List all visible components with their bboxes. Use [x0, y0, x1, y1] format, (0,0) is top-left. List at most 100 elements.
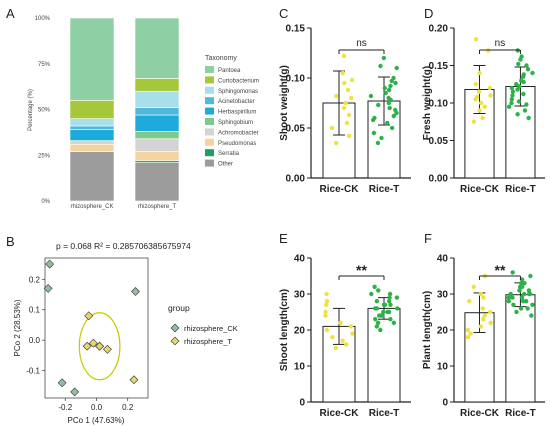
stack-segment-achromobacter-rhizosphere-ck — [69, 140, 115, 145]
shoot-weight-g-point-rice-ck — [349, 77, 355, 83]
plant-length-cm-point-rice-ck — [465, 335, 471, 340]
shoot-length-cm-point-rice-t — [391, 320, 397, 325]
pcoa-annotation: p = 0.068 R² = 0.285706385675974 — [56, 241, 191, 251]
fresh-weight-g-point-rice-t — [515, 87, 520, 92]
plant-length-cm-point-rice-t — [519, 295, 525, 300]
fresh-weight-g-y-tick-label: 0.15 — [429, 61, 449, 72]
plant-length-cm-point-rice-t — [522, 291, 527, 297]
shoot-length-cm-point-rice-t — [380, 313, 385, 318]
shoot-weight-g-y-axis-label: Shoot weight(g) — [279, 65, 290, 141]
plant-length-cm-point-rice-t — [508, 291, 513, 297]
panel-letter-d: D — [424, 6, 433, 21]
fresh-weight-g-point-rice-t — [521, 79, 526, 85]
legend-swatch-sphingomonas — [205, 86, 214, 94]
pcoa-x-tick-label: -0.2 — [58, 403, 72, 412]
shoot-weight-g-x-tick-label: Rice-T — [369, 184, 400, 195]
pcoa-plot-frame — [44, 257, 149, 399]
pcoa-y-tick-label: 0.2 — [29, 275, 41, 284]
fresh-weight-g-x-tick-label: Rice-T — [505, 184, 536, 195]
plant-length-cm-point-rice-ck — [471, 284, 476, 289]
plant-length-cm-point-rice-t — [511, 302, 516, 307]
shoot-length-cm-x-tick-label: Rice-CK — [320, 408, 360, 419]
shoot-weight-g-point-rice-t — [370, 117, 376, 123]
shoot-weight-g-point-rice-ck — [342, 80, 347, 86]
shoot-weight-g-point-rice-t — [394, 65, 399, 71]
fresh-weight-g-point-rice-ck — [480, 115, 485, 121]
plant-length-cm-point-rice-ck — [467, 299, 472, 304]
stack-y-tick-label: 0% — [41, 199, 50, 205]
legend-label-curtobacterium: Curtobacterium — [218, 78, 259, 84]
shoot-length-cm-point-rice-ck — [330, 335, 335, 340]
shoot-weight-g-point-rice-t — [394, 110, 399, 116]
pcoa-point-rhizosphere-t — [95, 341, 105, 351]
shoot-weight-g-point-rice-t — [383, 90, 388, 96]
shoot-length-bar-chart: 0 10 20 30 40 Shoot length(cm) Rice-CK Rice-T ** — [279, 254, 411, 419]
pcoa-legend-marker-rhizosphere-ck — [170, 323, 180, 333]
fresh-weight-g-y-tick-label: 0.00 — [429, 174, 449, 185]
shoot-length-cm-point-rice-t — [381, 309, 386, 315]
shoot-length-cm-y-tick-label: 10 — [294, 362, 306, 373]
fresh-weight-g-point-rice-t — [524, 102, 529, 107]
fresh-weight-g-point-rice-ck — [476, 89, 482, 94]
legend-swatch-sphingobium — [205, 118, 214, 125]
panel-letter-a: A — [6, 6, 15, 21]
plant-length-cm-point-rice-t — [514, 309, 519, 315]
legend-label-serratia: Serratia — [218, 151, 240, 157]
shoot-weight-g-point-rice-t — [391, 113, 397, 119]
fresh-weight-g-point-rice-ck — [473, 82, 478, 87]
stack-segment-herbaspirillum-rhizosphere-ck — [69, 129, 115, 141]
legend-label-achromobacter: Achromobacter — [218, 130, 259, 136]
plant-length-cm-point-rice-ck — [465, 327, 471, 333]
shoot-length-cm-y-tick-label: 20 — [294, 326, 306, 337]
stack-segment-sphingomonas-rhizosphere-ck — [69, 118, 115, 127]
shoot-weight-g-significance-label: ns — [356, 38, 367, 49]
shoot-weight-g-point-rice-ck — [345, 87, 351, 93]
shoot-weight-bar-chart: 0.00 0.05 0.10 0.15 Shoot weight(g) Rice-CK Ri… — [279, 24, 411, 195]
plant-length-cm-point-rice-t — [510, 270, 515, 275]
pcoa-legend-title: group — [168, 303, 190, 313]
fresh-weight-g-significance-label: ns — [495, 38, 506, 49]
stack-segment-acinetobacter-rhizosphere-t — [134, 107, 180, 116]
plant-length-cm-point-rice-t — [530, 302, 535, 307]
shoot-weight-g-point-rice-ck — [344, 120, 350, 126]
stack-segment-herbaspirillum-rhizosphere-t — [134, 114, 180, 132]
shoot-weight-g-y-tick-label: 0.05 — [286, 124, 306, 135]
shoot-weight-g-point-rice-ck — [333, 140, 339, 146]
legend-label-sphingobium: Sphingobium — [218, 120, 253, 126]
fresh-weight-g-y-tick-label: 0.05 — [429, 136, 449, 147]
plant-length-cm-point-rice-ck — [487, 309, 493, 315]
plant-length-cm-point-rice-ck — [478, 324, 484, 329]
stacked-bar-chart: Percentage (%) 0% 25% 50% 75% 100% rhizosphe… — [28, 16, 259, 210]
shoot-weight-g-point-rice-t — [382, 85, 387, 91]
shoot-length-cm-point-rice-ck — [348, 324, 354, 329]
shoot-weight-g-point-rice-t — [376, 102, 381, 108]
fresh-weight-g-point-rice-t — [516, 61, 521, 67]
plant-length-cm-point-rice-t — [506, 295, 511, 300]
panel-letter-c: C — [279, 6, 288, 21]
shoot-length-cm-x-tick-label: Rice-T — [369, 408, 400, 419]
pcoa-point-rhizosphere-ck — [131, 287, 140, 296]
shoot-weight-g-point-rice-t — [393, 80, 398, 86]
pcoa-point-rhizosphere-t — [84, 311, 94, 321]
shoot-weight-g-point-rice-t — [375, 140, 381, 146]
shoot-length-cm-y-axis-label: Shoot length(cm) — [279, 289, 290, 371]
pcoa-x-axis-label: PCo 1 (47.63%) — [68, 416, 125, 425]
shoot-weight-g-point-rice-ck — [340, 70, 345, 76]
stack-segment-pseudomonas-rhizosphere-ck — [69, 143, 115, 152]
shoot-length-cm-point-rice-ck — [350, 331, 355, 336]
legend-swatch-herbaspirillum — [205, 107, 214, 115]
fresh-weight-g-point-rice-t — [509, 85, 515, 91]
fresh-weight-g-point-rice-t — [522, 108, 528, 113]
pcoa-scatter-chart: p = 0.068 R² = 0.285706385675974 -0.2 0.0… — [13, 241, 238, 425]
plant-length-cm-x-tick-label: Rice-CK — [460, 408, 500, 419]
stack-segment-other-rhizosphere-ck — [69, 151, 115, 202]
plant-length-cm-point-rice-t — [519, 277, 525, 282]
plant-length-cm-point-rice-t — [525, 306, 530, 311]
pcoa-point-rhizosphere-t — [88, 338, 98, 348]
shoot-length-cm-point-rice-t — [388, 317, 393, 322]
shoot-length-cm-point-rice-t — [381, 302, 387, 307]
fresh-weight-g-y-axis-label: Fresh weight(g) — [422, 66, 433, 140]
legend-label-herbaspirillum: Herbaspirillum — [218, 110, 256, 116]
shoot-weight-g-point-rice-t — [387, 105, 392, 111]
